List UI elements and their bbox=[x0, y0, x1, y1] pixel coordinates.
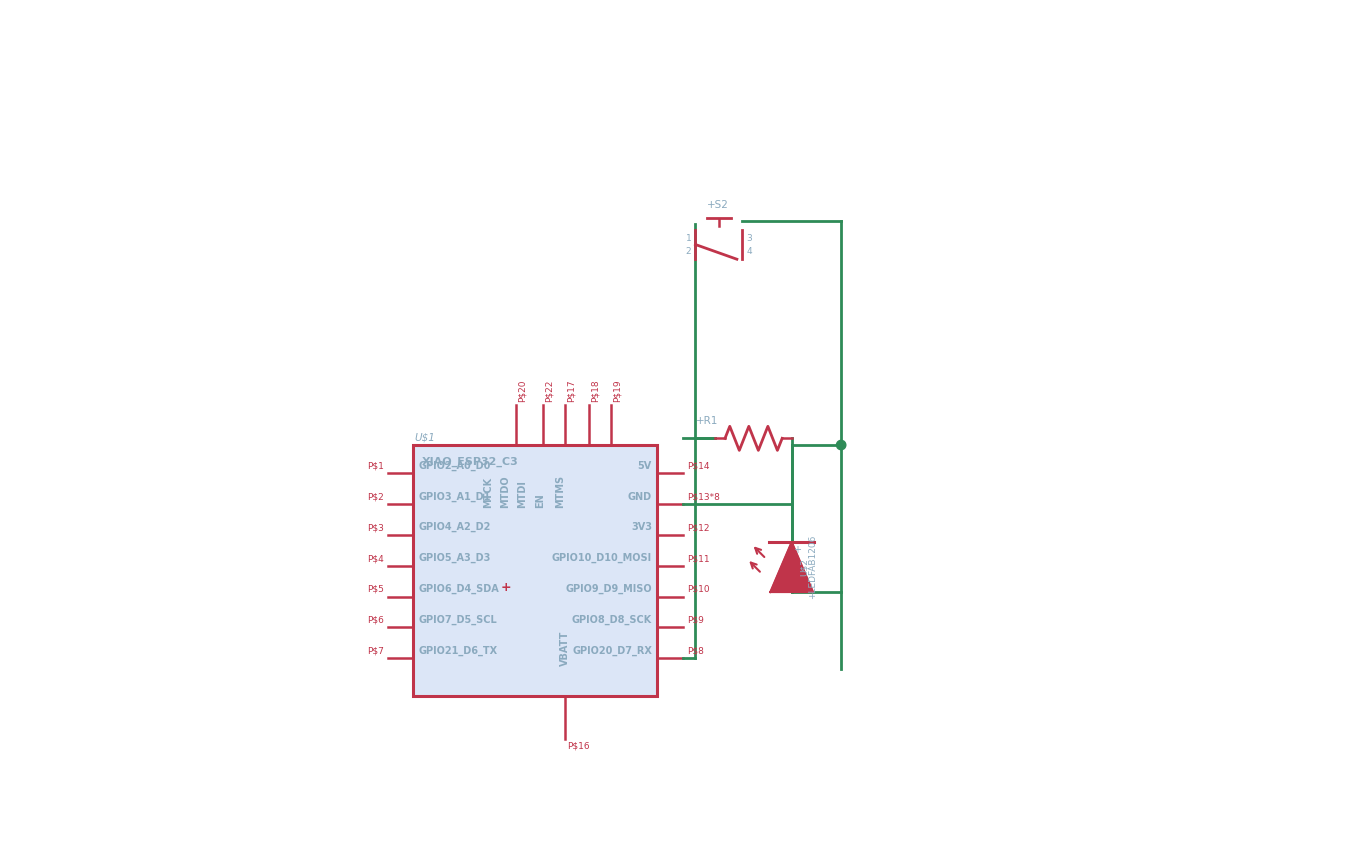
Text: MTDI: MTDI bbox=[516, 480, 527, 508]
Text: P$6: P$6 bbox=[367, 615, 384, 625]
Polygon shape bbox=[770, 542, 812, 592]
Text: P$14: P$14 bbox=[686, 462, 710, 470]
Text: GPIO20_D7_RX: GPIO20_D7_RX bbox=[573, 646, 652, 655]
Text: 1: 1 bbox=[685, 233, 692, 242]
Text: +S2: +S2 bbox=[707, 200, 729, 210]
Text: MTDO: MTDO bbox=[500, 475, 510, 508]
Text: +R1: +R1 bbox=[696, 417, 718, 426]
Text: EN: EN bbox=[536, 493, 545, 508]
Text: U$2: U$2 bbox=[800, 558, 808, 576]
Text: P$22: P$22 bbox=[545, 379, 553, 402]
Text: GPIO7_D5_SCL: GPIO7_D5_SCL bbox=[419, 615, 497, 625]
Text: +: + bbox=[793, 545, 801, 556]
Text: 4: 4 bbox=[747, 247, 752, 255]
Text: GPIO8_D8_SCK: GPIO8_D8_SCK bbox=[571, 615, 652, 625]
Text: P$13*8: P$13*8 bbox=[686, 492, 719, 502]
Text: P$11: P$11 bbox=[686, 554, 710, 563]
Text: MTCK: MTCK bbox=[482, 477, 493, 508]
Text: GND: GND bbox=[627, 491, 652, 502]
Bar bbox=[414, 445, 658, 695]
Text: P$18: P$18 bbox=[590, 379, 600, 402]
Text: P$20: P$20 bbox=[518, 379, 527, 402]
Text: P$4: P$4 bbox=[367, 554, 384, 563]
Text: GPIO21_D6_TX: GPIO21_D6_TX bbox=[419, 646, 497, 655]
Text: P$9: P$9 bbox=[686, 615, 704, 625]
Text: P$5: P$5 bbox=[367, 585, 384, 594]
Text: P$19: P$19 bbox=[612, 379, 622, 402]
Text: 3: 3 bbox=[747, 233, 752, 242]
Text: P$7: P$7 bbox=[367, 647, 384, 655]
Text: GPIO2_A0_D0: GPIO2_A0_D0 bbox=[419, 460, 490, 470]
Text: 3V3: 3V3 bbox=[632, 523, 652, 532]
Text: GPIO3_A1_D1: GPIO3_A1_D1 bbox=[419, 491, 490, 502]
Text: P$12: P$12 bbox=[686, 523, 710, 532]
Text: U$1: U$1 bbox=[415, 432, 436, 443]
Text: P$16: P$16 bbox=[567, 742, 589, 751]
Text: GPIO6_D4_SDA: GPIO6_D4_SDA bbox=[419, 583, 500, 594]
Text: XIAO_ESP32_C3: XIAO_ESP32_C3 bbox=[422, 457, 518, 467]
Text: GPIO4_A2_D2: GPIO4_A2_D2 bbox=[419, 522, 490, 532]
Text: GPIO5_A3_D3: GPIO5_A3_D3 bbox=[419, 553, 490, 563]
Text: P$10: P$10 bbox=[686, 585, 710, 594]
Text: +LEDFAB1206: +LEDFAB1206 bbox=[808, 535, 817, 599]
Text: VBATT: VBATT bbox=[559, 630, 570, 666]
Text: P$8: P$8 bbox=[686, 647, 704, 655]
Text: MTMS: MTMS bbox=[555, 475, 564, 508]
Text: P$17: P$17 bbox=[567, 379, 575, 402]
Text: P$2: P$2 bbox=[367, 492, 384, 502]
Text: P$1: P$1 bbox=[367, 462, 384, 470]
Text: 2: 2 bbox=[686, 247, 692, 255]
Text: P$3: P$3 bbox=[367, 523, 384, 532]
Text: +: + bbox=[501, 581, 511, 594]
Text: GPIO9_D9_MISO: GPIO9_D9_MISO bbox=[566, 583, 652, 594]
Circle shape bbox=[837, 440, 845, 450]
Text: 5V: 5V bbox=[638, 461, 652, 470]
Text: GPIO10_D10_MOSI: GPIO10_D10_MOSI bbox=[552, 553, 652, 563]
